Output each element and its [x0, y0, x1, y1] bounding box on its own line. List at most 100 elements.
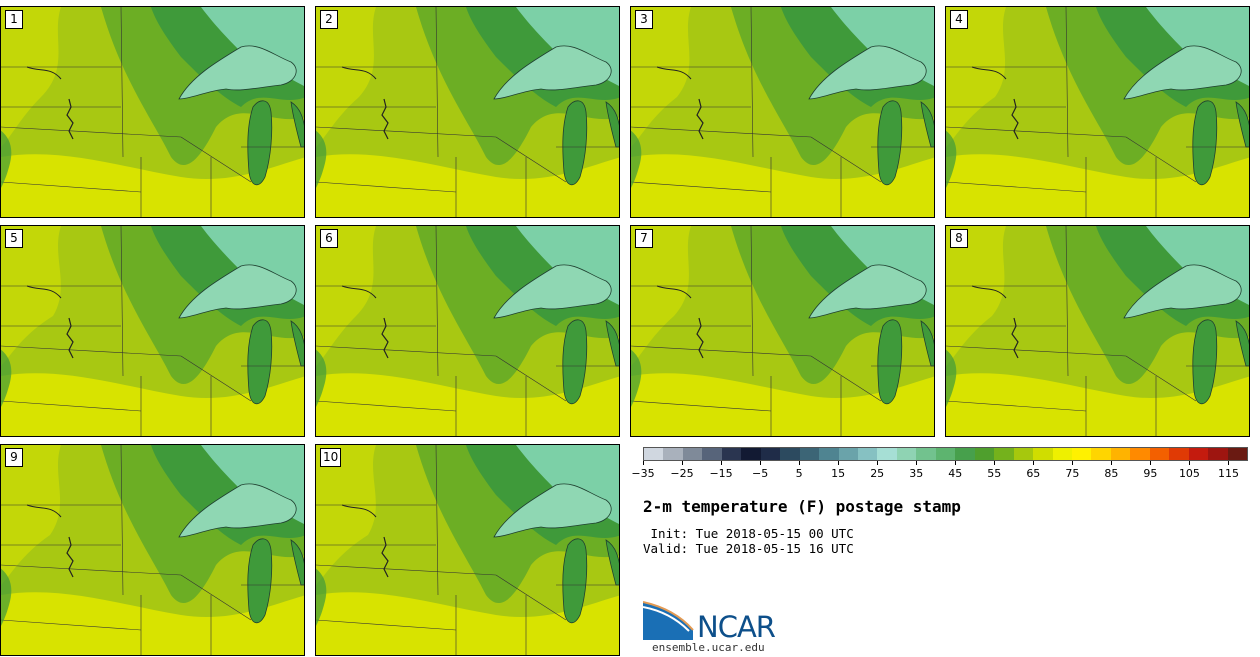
cool-patch: [316, 568, 327, 627]
colorbar-tick-label: −35: [631, 467, 655, 480]
colorbar-swatch: [1169, 448, 1189, 460]
colorbar-swatch: [1208, 448, 1228, 460]
valid-time: Valid: Tue 2018-05-15 16 UTC: [643, 541, 854, 556]
panel-label: 2: [320, 10, 338, 29]
ncar-logo-text: NCAR: [697, 610, 776, 644]
river: [381, 317, 389, 359]
lake-superior: [493, 45, 612, 100]
warm-south-region: [316, 154, 619, 217]
river: [971, 66, 1007, 80]
river: [971, 285, 1007, 299]
colorbar-swatch: [1188, 448, 1209, 460]
lake-michigan: [877, 100, 903, 186]
colorbar-tick-label: 25: [870, 467, 885, 480]
river: [656, 285, 692, 299]
river: [26, 66, 62, 80]
river: [66, 536, 74, 578]
lake-michigan: [562, 538, 588, 624]
panel-label: 5: [5, 229, 23, 248]
colorbar-swatch: [741, 448, 761, 460]
colorbar-swatch: [799, 448, 820, 460]
stamp-panel-4[interactable]: 4: [945, 6, 1250, 218]
stamp-panel-9[interactable]: 9: [0, 444, 305, 656]
colorbar-swatch: [916, 448, 936, 460]
colorbar-swatch: [1227, 448, 1248, 460]
colorbar-tick: [838, 461, 840, 465]
warm-west-region: [1, 226, 61, 366]
stamp-panel-3[interactable]: 3: [630, 6, 935, 218]
temperature-map: [631, 226, 934, 436]
colorbar-swatch: [955, 448, 975, 460]
panel-label: 9: [5, 448, 23, 467]
state-borders: [316, 7, 619, 217]
lake-superior: [493, 483, 612, 538]
lake-superior: [808, 45, 927, 100]
cool-patch: [1, 349, 12, 408]
colorbar-swatch: [877, 448, 897, 460]
warm-south-region: [1, 592, 304, 655]
colorbar-tick: [1072, 461, 1074, 465]
colorbar-tick-label: −5: [751, 467, 769, 480]
colorbar-swatch: [721, 448, 742, 460]
river: [26, 285, 62, 299]
panel-label: 7: [635, 229, 653, 248]
colorbar-tick: [1033, 461, 1035, 465]
colorbar-tick-label: 55: [987, 467, 1002, 480]
colorbar-swatch: [935, 448, 956, 460]
state-borders: [946, 7, 1249, 217]
temperature-map: [946, 226, 1249, 436]
colorbar-tick: [916, 461, 918, 465]
state-borders: [1, 445, 304, 655]
warm-south-region: [631, 373, 934, 436]
colorbar: [643, 447, 1248, 461]
stamp-panel-7[interactable]: 7: [630, 225, 935, 437]
river: [696, 317, 704, 359]
colorbar-tick-label: 115: [1217, 467, 1239, 480]
colorbar-swatch: [1130, 448, 1150, 460]
colorbar-tick: [643, 461, 644, 465]
state-borders: [631, 226, 934, 436]
river: [26, 504, 62, 518]
colorbar-swatch: [1052, 448, 1072, 460]
warm-south-region: [1, 154, 304, 217]
stamp-panel-8[interactable]: 8: [945, 225, 1250, 437]
colorbar-tick-label: 45: [948, 467, 963, 480]
river: [341, 66, 377, 80]
colorbar-tick-label: 35: [909, 467, 924, 480]
stamp-panel-5[interactable]: 5: [0, 225, 305, 437]
product-title: 2-m temperature (F) postage stamp: [643, 497, 961, 516]
cool-patch: [631, 349, 642, 408]
warm-west-region: [316, 445, 376, 585]
panel-label: 4: [950, 10, 968, 29]
colorbar-tick: [799, 461, 801, 465]
river: [341, 285, 377, 299]
lake-michigan: [1192, 100, 1218, 186]
colorbar-tick-label: 15: [831, 467, 846, 480]
warm-south-region: [316, 592, 619, 655]
colorbar-tick: [682, 461, 684, 465]
colorbar-tick-label: −25: [670, 467, 694, 480]
river: [66, 317, 74, 359]
colorbar-swatch: [1033, 448, 1053, 460]
river: [66, 98, 74, 140]
temperature-map: [316, 7, 619, 217]
colorbar-swatch: [1071, 448, 1092, 460]
cool-patch: [631, 130, 642, 189]
colorbar-swatch: [1149, 448, 1170, 460]
stamp-panel-6[interactable]: 6: [315, 225, 620, 437]
temperature-map: [316, 226, 619, 436]
warm-west-region: [946, 226, 1006, 366]
stamp-panel-1[interactable]: 1: [0, 6, 305, 218]
cool-patch: [316, 130, 327, 189]
warm-south-region: [1, 373, 304, 436]
colorbar-swatch: [896, 448, 917, 460]
warm-west-region: [316, 7, 376, 147]
colorbar-tick: [1228, 461, 1230, 465]
state-borders: [631, 7, 934, 217]
stamp-panel-10[interactable]: 10: [315, 444, 620, 656]
lake-michigan: [247, 100, 273, 186]
temperature-map: [1, 7, 304, 217]
stamp-panel-2[interactable]: 2: [315, 6, 620, 218]
state-borders: [1, 7, 304, 217]
state-borders: [1, 226, 304, 436]
